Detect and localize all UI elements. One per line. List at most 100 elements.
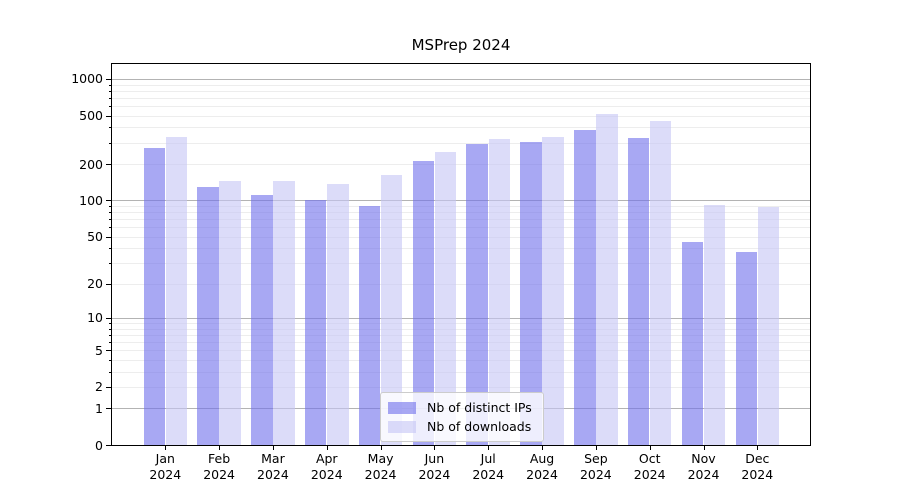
y-minor-tick-mark <box>109 371 112 373</box>
y-minor-tick-mark <box>109 341 112 343</box>
bar-distinct-ips-jan <box>143 148 165 445</box>
gridline-minor <box>112 84 810 86</box>
y-tick-mark <box>106 350 112 352</box>
gridline-minor <box>112 90 810 92</box>
y-minor-tick-mark <box>109 90 112 92</box>
x-tick-label: Oct 2024 <box>633 451 666 482</box>
x-tick-mark <box>326 445 328 450</box>
chart-title: MSPrep 2024 <box>411 36 511 54</box>
y-tick-label: 0 <box>95 437 103 453</box>
bar-downloads-aug <box>542 136 564 445</box>
bar-distinct-ips-aug <box>520 142 542 445</box>
y-minor-tick-mark <box>109 97 112 99</box>
x-tick-label: Sep 2024 <box>579 451 612 482</box>
y-tick-mark <box>106 164 112 165</box>
gridline-minor <box>112 115 810 117</box>
legend-item-distinct-ips: Nb of distinct IPs <box>388 398 535 417</box>
gridline-minor <box>112 328 810 330</box>
x-tick-mark <box>272 445 274 450</box>
y-minor-tick-mark <box>109 263 112 265</box>
gridline-minor <box>112 359 810 361</box>
x-tick-label: May 2024 <box>364 451 397 482</box>
gridline-minor <box>112 105 810 107</box>
y-tick-label: 1000 <box>71 71 103 87</box>
x-tick-mark <box>595 445 597 450</box>
gridline-minor <box>112 205 810 207</box>
gridline-minor <box>112 283 810 285</box>
x-tick-label: Dec 2024 <box>741 451 774 482</box>
x-tick-mark <box>165 445 167 450</box>
x-tick-label: Mar 2024 <box>257 451 289 482</box>
bar-distinct-ips-nov <box>681 242 704 445</box>
bar-downloads-jul <box>488 139 511 445</box>
bar-downloads-jan <box>165 136 188 445</box>
y-tick-mark <box>106 445 112 446</box>
y-minor-tick-mark <box>109 334 112 336</box>
gridline-minor <box>112 263 810 265</box>
legend: Nb of distinct IPs Nb of downloads <box>380 392 544 442</box>
bar-distinct-ips-jul <box>466 144 488 445</box>
y-tick-label: 2 <box>95 379 103 395</box>
x-tick-label: Jan 2024 <box>149 451 182 482</box>
y-tick-mark <box>106 236 112 238</box>
y-tick-mark <box>106 408 112 410</box>
y-minor-tick-mark <box>109 142 112 144</box>
x-tick-mark <box>542 445 544 450</box>
y-minor-tick-mark <box>109 205 112 207</box>
gridline-minor <box>112 142 810 144</box>
bar-downloads-feb <box>219 180 241 445</box>
gridline-minor <box>112 127 810 129</box>
x-tick-label: Jul 2024 <box>472 451 505 482</box>
gridline-minor <box>112 350 810 352</box>
legend-swatch-distinct-ips <box>388 401 416 414</box>
bar-distinct-ips-jun <box>412 160 435 445</box>
bar-distinct-ips-mar <box>251 195 273 445</box>
x-tick-mark <box>703 445 705 450</box>
y-minor-tick-mark <box>109 84 112 86</box>
bar-downloads-apr <box>327 183 349 445</box>
y-tick-label: 500 <box>79 108 103 124</box>
y-minor-tick-mark <box>109 328 112 330</box>
bar-downloads-mar <box>273 180 295 445</box>
gridline-major <box>112 317 810 319</box>
gridline-major <box>112 78 810 80</box>
bar-distinct-ips-oct <box>627 137 650 445</box>
y-tick-mark <box>106 200 112 202</box>
bar-downloads-may <box>380 175 403 445</box>
x-tick-label: Aug 2024 <box>526 451 558 482</box>
bar-distinct-ips-apr <box>304 200 327 445</box>
x-tick-mark <box>434 445 436 450</box>
y-tick-mark <box>106 115 112 117</box>
gridline-minor <box>112 97 810 99</box>
plot-area <box>111 63 811 446</box>
y-minor-tick-mark <box>109 359 112 361</box>
gridline-minor <box>112 248 810 250</box>
gridline-minor <box>112 219 810 221</box>
gridline-minor <box>112 371 810 373</box>
legend-label: Nb of downloads <box>427 419 532 434</box>
gridline-minor <box>112 236 810 238</box>
x-tick-mark <box>380 445 382 450</box>
y-tick-label: 5 <box>95 342 103 358</box>
legend-label: Nb of distinct IPs <box>427 400 532 415</box>
x-tick-mark <box>488 445 490 450</box>
gridline-major <box>112 200 810 202</box>
y-minor-tick-mark <box>109 127 112 129</box>
y-tick-mark <box>106 78 112 80</box>
legend-item-downloads: Nb of downloads <box>388 417 535 436</box>
y-tick-label: 200 <box>79 156 103 172</box>
y-tick-label: 10 <box>87 310 103 326</box>
x-tick-mark <box>757 445 759 450</box>
y-tick-mark <box>106 386 112 388</box>
legend-swatch-downloads <box>388 420 416 433</box>
bar-downloads-oct <box>649 120 672 445</box>
bar-distinct-ips-may <box>358 206 381 445</box>
bar-distinct-ips-sep <box>574 130 596 445</box>
bar-downloads-sep <box>596 113 618 445</box>
y-tick-label: 1 <box>95 400 103 416</box>
gridline-minor <box>112 322 810 324</box>
gridline-minor <box>112 164 810 165</box>
gridline-minor <box>112 212 810 214</box>
y-minor-tick-mark <box>109 212 112 214</box>
